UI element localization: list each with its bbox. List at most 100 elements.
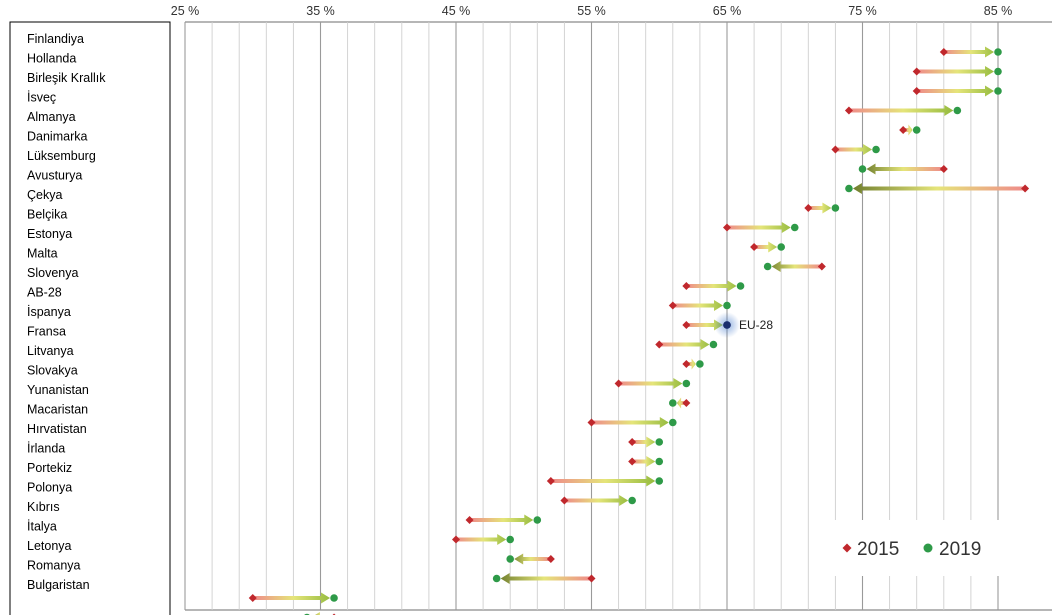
change-arrow xyxy=(808,202,832,214)
country-label: Macaristan xyxy=(27,403,88,417)
marker-2015 xyxy=(844,106,853,115)
marker-2019 xyxy=(845,184,853,193)
marker-2019 xyxy=(953,106,962,115)
marker-2015 xyxy=(682,321,691,329)
x-tick-label: 75 % xyxy=(848,4,877,18)
country-label: Polonya xyxy=(27,481,72,495)
marker-2015 xyxy=(831,145,840,154)
country-label: Lüksemburg xyxy=(27,149,96,163)
marker-2019 xyxy=(994,87,1002,95)
change-arrow xyxy=(686,358,696,370)
marker-2015 xyxy=(804,204,813,212)
country-label: Belçika xyxy=(27,208,67,222)
marker-2019 xyxy=(533,516,542,524)
marker-2015 xyxy=(614,379,623,388)
change-arrow xyxy=(564,495,629,506)
country-label: Slovakya xyxy=(27,364,78,378)
marker-2019 xyxy=(669,399,677,407)
x-axis: 25 % 35 % 45 % 55 % 65 % 75 % 85 % xyxy=(171,4,1013,18)
marker-2015 xyxy=(682,360,691,368)
marker-2015 xyxy=(939,48,948,56)
marker-2015 xyxy=(912,67,921,76)
country-label: Kıbrıs xyxy=(27,500,60,514)
marker-2015 xyxy=(682,282,691,290)
change-arrow xyxy=(672,300,723,311)
marker-2019 xyxy=(763,262,772,271)
marker-2015 xyxy=(899,126,908,134)
change-arrow xyxy=(916,85,994,97)
change-arrow xyxy=(727,222,791,233)
change-arrow xyxy=(754,241,778,253)
marker-2015 xyxy=(628,438,637,446)
marker-2019 xyxy=(682,379,691,388)
change-arrow xyxy=(252,592,331,604)
country-label: Malta xyxy=(27,247,58,261)
marker-2015 xyxy=(912,87,921,95)
country-label: Letonya xyxy=(27,539,72,553)
marker-2019 xyxy=(777,243,785,251)
change-arrow xyxy=(676,397,687,409)
change-arrow xyxy=(916,66,994,77)
marker-2015 xyxy=(465,516,474,524)
change-arrow xyxy=(903,124,913,136)
change-arrows xyxy=(252,46,1026,615)
marker-2019 xyxy=(872,145,880,154)
change-arrow xyxy=(514,553,551,565)
country-label: Çekya xyxy=(27,188,62,202)
marker-2019 xyxy=(723,301,731,310)
marker-2019 xyxy=(628,496,636,505)
country-label: Estonya xyxy=(27,227,72,241)
change-arrow xyxy=(686,280,737,292)
marker-2019 xyxy=(709,340,718,349)
country-label: Hollanda xyxy=(27,52,76,66)
marker-2019 xyxy=(330,594,338,602)
marker-2019 xyxy=(492,574,501,583)
marker-2015 xyxy=(546,477,555,485)
marker-2019 xyxy=(912,126,921,134)
country-label: Yunanistan xyxy=(27,383,89,397)
change-arrow xyxy=(632,456,656,467)
highlight-dot xyxy=(723,321,731,329)
marker-2015 xyxy=(1021,184,1030,193)
marker-2015 xyxy=(628,457,637,466)
marker-2015 xyxy=(587,418,596,427)
marker-2019 xyxy=(506,555,514,563)
change-arrow xyxy=(771,261,822,272)
country-label: Birleşik Krallık xyxy=(27,71,106,85)
change-arrow xyxy=(866,163,944,175)
marker-2015 xyxy=(655,340,664,349)
marker-2019 xyxy=(696,360,704,368)
change-arrow xyxy=(632,436,656,448)
change-arrow xyxy=(618,378,683,389)
marker-2019 xyxy=(831,204,840,212)
change-arrow xyxy=(659,339,710,350)
marker-2015 xyxy=(587,574,596,583)
change-arrow xyxy=(848,105,954,116)
x-tick-label: 45 % xyxy=(442,4,471,18)
change-arrow xyxy=(456,534,507,545)
country-label: AB-28 xyxy=(27,286,62,300)
country-label: Finlandiya xyxy=(27,32,84,46)
marker-2019 xyxy=(669,418,677,427)
country-list-panel xyxy=(9,21,171,615)
grid-lines xyxy=(184,21,1052,611)
marker-2019 xyxy=(994,67,1002,76)
marker-2019 xyxy=(790,223,799,232)
change-arrow xyxy=(469,514,534,526)
marker-2019 xyxy=(736,282,745,290)
marker-2015 xyxy=(723,223,731,232)
x-tick-label: 85 % xyxy=(984,4,1013,18)
legend: 2015 2019 xyxy=(828,520,1004,576)
legend-label-2015: 2015 xyxy=(857,539,899,560)
marker-2015 xyxy=(668,301,677,310)
change-arrow xyxy=(835,144,873,155)
change-arrow xyxy=(591,417,669,428)
marker-2019 xyxy=(858,165,867,173)
marker-2015 xyxy=(452,535,460,544)
country-label: İtalya xyxy=(27,520,57,534)
x-tick-label: 25 % xyxy=(171,4,200,18)
country-label: Hırvatistan xyxy=(27,422,87,436)
marker-2015 xyxy=(546,555,555,563)
change-arrow xyxy=(315,612,320,615)
